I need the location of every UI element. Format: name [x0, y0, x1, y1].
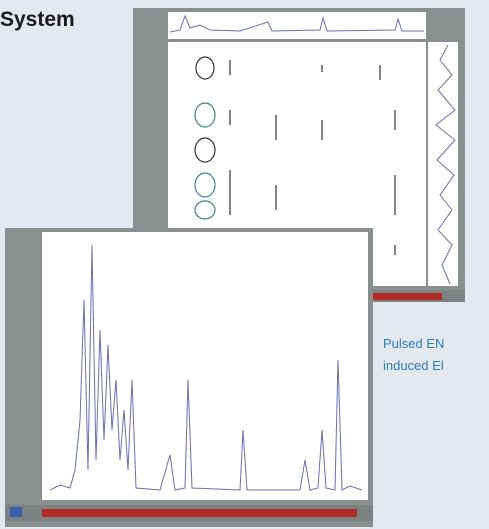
plot-1d [42, 232, 368, 500]
window-1d [5, 228, 373, 527]
projection-right [428, 42, 458, 286]
screenshots [0, 0, 489, 529]
toolbar-button [10, 507, 22, 517]
projection-top [168, 12, 426, 39]
page: System Pulsed EN induced El [0, 0, 489, 529]
scroll-bar [42, 509, 357, 517]
